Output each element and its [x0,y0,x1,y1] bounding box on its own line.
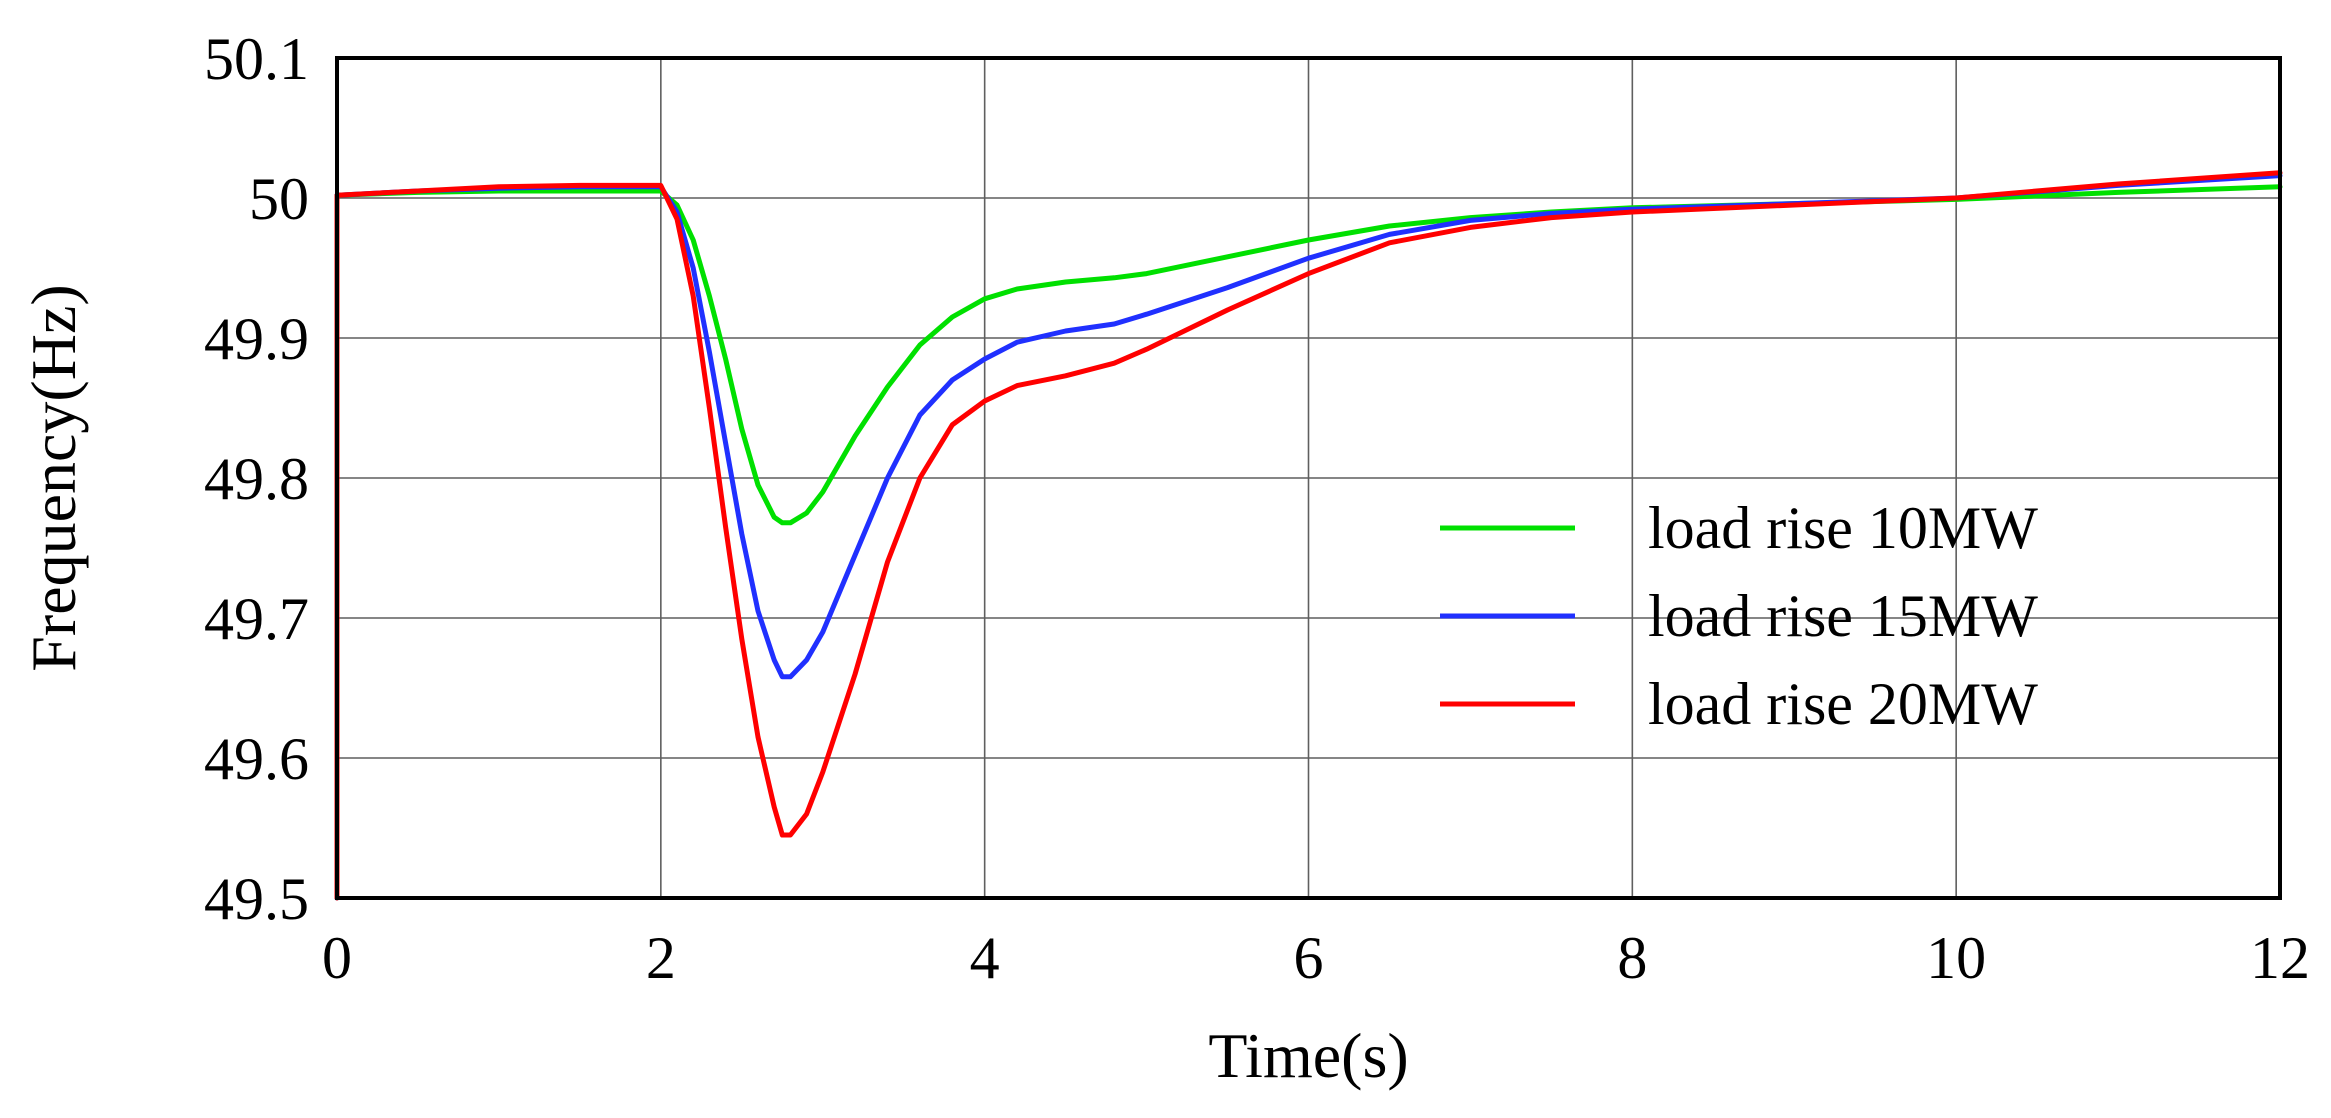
x-tick-label: 10 [1926,925,1986,991]
y-tick-label: 50 [249,166,309,232]
legend-label: load rise 20MW [1648,671,2038,737]
y-tick-label: 49.6 [204,726,309,792]
x-tick-label: 2 [646,925,676,991]
chart-legend: load rise 10MW load rise 15MW load rise 20… [1440,495,2038,737]
series-line [334,184,2283,901]
y-tick-label: 49.7 [204,586,309,652]
x-axis-ticks: 0 2 4 6 8 10 12 [322,925,2310,991]
legend-label: load rise 15MW [1648,583,2038,649]
x-axis-title: Time(s) [1208,1020,1408,1091]
legend-label: load rise 10MW [1648,495,2038,561]
y-tick-label: 49.8 [204,446,309,512]
x-tick-label: 0 [322,925,352,991]
x-tick-label: 4 [970,925,1000,991]
x-tick-label: 8 [1617,925,1647,991]
y-axis-title: Frequency(Hz) [18,284,89,671]
y-tick-label: 49.9 [204,306,309,372]
x-tick-label: 12 [2250,925,2310,991]
data-series [334,170,2283,901]
y-tick-label: 49.5 [204,866,309,932]
x-tick-label: 6 [1294,925,1324,991]
y-axis-ticks: 49.5 49.6 49.7 49.8 49.9 50 50.1 [204,26,309,932]
plot-area-frame [335,56,2282,900]
y-tick-label: 50.1 [204,26,309,92]
series-line [334,170,2283,901]
